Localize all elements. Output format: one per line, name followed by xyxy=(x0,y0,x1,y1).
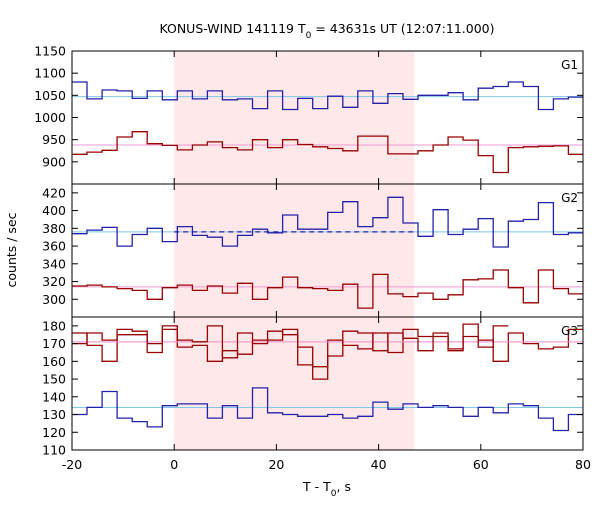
y-tick-label-g3: 160 xyxy=(42,354,66,369)
y-tick-label-g3: 170 xyxy=(42,336,66,351)
x-axis-label-subscript: 0 xyxy=(331,489,337,499)
panel-label-g2: G2 xyxy=(561,191,578,205)
y-tick-label-g2: 380 xyxy=(42,221,66,236)
y-axis-label: counts / sec xyxy=(4,212,19,287)
y-tick-label-g3: 180 xyxy=(42,318,66,333)
x-axis-label-prefix: T - T xyxy=(302,479,331,494)
x-tick-label: 60 xyxy=(473,457,489,472)
y-tick-label-g1: 1000 xyxy=(34,110,66,125)
y-tick-label-g1: 950 xyxy=(42,132,66,147)
y-tick-label-g2: 400 xyxy=(42,203,66,218)
burst-interval-highlight-g2 xyxy=(174,184,415,317)
light-curve-blue-g1-0 xyxy=(72,81,583,111)
y-tick-label-g1: 1100 xyxy=(34,66,66,81)
light-curve-blue-g3-2 xyxy=(72,387,583,432)
y-tick-label-g2: 300 xyxy=(42,292,66,307)
x-axis-label: T - T0, s xyxy=(302,479,351,499)
x-tick-label: -20 xyxy=(62,457,82,472)
x-tick-label: 20 xyxy=(268,457,284,472)
light-curve-red-g3-1 xyxy=(72,323,509,368)
y-tick-label-g3: 130 xyxy=(42,407,66,422)
y-tick-label-g3: 120 xyxy=(42,425,66,440)
burst-interval-highlight-g3 xyxy=(174,317,415,450)
y-tick-label-g2: 420 xyxy=(42,185,66,200)
light-curve-red-g2-1 xyxy=(72,269,583,309)
y-tick-label-g3: 140 xyxy=(42,389,66,404)
y-tick-label-g2: 320 xyxy=(42,274,66,289)
burst-interval-highlight-g1 xyxy=(174,51,415,184)
panel-label-g1: G1 xyxy=(561,58,578,72)
x-tick-label: 0 xyxy=(170,457,178,472)
panel-frame-g3 xyxy=(71,316,584,451)
y-tick-label-g3: 110 xyxy=(42,443,66,458)
y-tick-label-g1: 1150 xyxy=(34,44,66,59)
light-curve-blue-g2-0 xyxy=(72,196,583,248)
panel-label-g3: G3 xyxy=(561,324,578,338)
plot-layer: G19009501000105011001150G230032034036038… xyxy=(34,44,591,473)
y-tick-label-g1: 1050 xyxy=(34,88,66,103)
chart-title: KONUS-WIND 141119 T0 = 43631s UT (12:07:… xyxy=(159,21,494,41)
x-tick-label: 40 xyxy=(371,457,387,472)
light-curve-red-g1-1 xyxy=(72,131,583,174)
x-axis-label-suffix: , s xyxy=(337,479,351,494)
y-tick-label-g2: 360 xyxy=(42,239,66,254)
y-tick-label-g1: 900 xyxy=(42,154,66,169)
chart-title-subscript: 0 xyxy=(306,31,312,41)
y-tick-label-g2: 340 xyxy=(42,256,66,271)
y-tick-label-g3: 150 xyxy=(42,372,66,387)
chart-title-prefix: KONUS-WIND 141119 T xyxy=(159,21,305,36)
chart-title-suffix: = 43631s UT (12:07:11.000) xyxy=(311,21,494,36)
x-tick-label: 80 xyxy=(575,457,591,472)
